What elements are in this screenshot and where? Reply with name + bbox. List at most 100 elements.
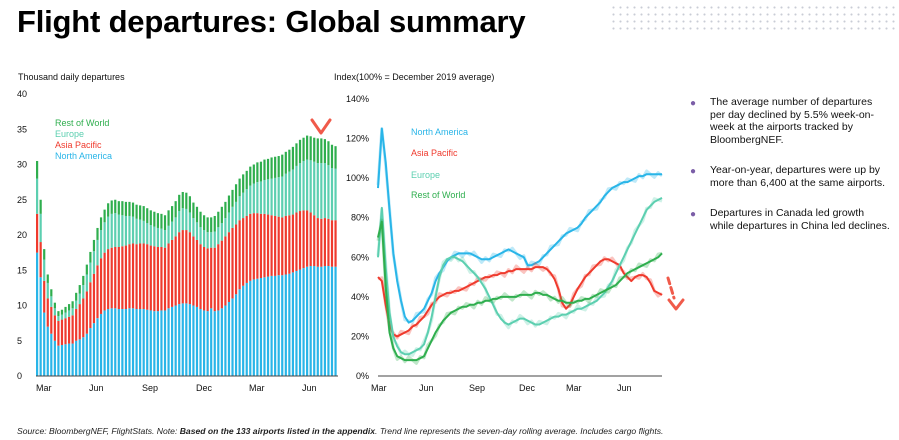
bar-segment bbox=[256, 278, 259, 376]
right-legend-entry: North America bbox=[411, 127, 468, 137]
bar-segment bbox=[242, 285, 245, 376]
bar-segment bbox=[163, 230, 167, 248]
bar-segment bbox=[124, 215, 128, 246]
bar-segment bbox=[135, 309, 138, 376]
key-points-list: ● The average number of departures per d… bbox=[690, 96, 890, 250]
bar-segment bbox=[334, 168, 337, 221]
key-point-text: Year-on-year, departures were up by more… bbox=[710, 164, 886, 189]
bar-segment bbox=[64, 306, 67, 313]
bar-segment bbox=[224, 305, 227, 376]
right-legend-entry: Asia Pacific bbox=[411, 148, 458, 158]
bar-segment bbox=[67, 310, 71, 317]
bar-segment bbox=[64, 312, 67, 319]
bar-segment bbox=[46, 282, 49, 299]
bar-segment bbox=[153, 211, 156, 227]
bar-segment bbox=[50, 296, 53, 307]
bar-segment bbox=[220, 308, 223, 376]
bar-segment bbox=[217, 211, 220, 228]
bar-segment bbox=[107, 249, 110, 310]
right-x-tick-label: Mar bbox=[371, 383, 387, 393]
bar-segment bbox=[284, 215, 287, 275]
bar-segment bbox=[135, 218, 138, 245]
bar-segment bbox=[316, 163, 319, 219]
bar-segment bbox=[213, 215, 216, 232]
bar-segment bbox=[96, 227, 99, 240]
bar-segment bbox=[153, 246, 156, 312]
bar-segment bbox=[202, 246, 206, 311]
bar-segment bbox=[96, 265, 99, 319]
bar-segment bbox=[46, 298, 49, 327]
left-y-tick-label: 5 bbox=[17, 336, 22, 346]
bar-segment bbox=[39, 199, 42, 214]
bar-segment bbox=[224, 201, 227, 219]
bar-segment bbox=[57, 321, 60, 346]
bar-segment bbox=[117, 246, 120, 310]
bar-segment bbox=[75, 292, 78, 301]
bar-segment bbox=[281, 154, 284, 177]
bar-segment bbox=[156, 227, 159, 247]
series-daily-band bbox=[376, 218, 663, 365]
bar-segment bbox=[238, 178, 241, 197]
bar-segment bbox=[114, 199, 117, 214]
bar-segment bbox=[266, 214, 270, 277]
bar-segment bbox=[36, 160, 39, 179]
bar-segment bbox=[185, 230, 188, 304]
bar-segment bbox=[121, 201, 124, 216]
bar-segment bbox=[238, 289, 241, 376]
bar-segment bbox=[188, 196, 191, 213]
bar-segment bbox=[234, 224, 238, 295]
series-line bbox=[377, 197, 663, 356]
bar-segment bbox=[117, 309, 120, 376]
left-x-tick-label: Sep bbox=[142, 383, 158, 393]
bar-segment bbox=[213, 231, 216, 248]
bar-segment bbox=[92, 251, 96, 274]
bar-segment bbox=[156, 311, 159, 376]
bar-segment bbox=[53, 340, 56, 376]
bar-segment bbox=[67, 304, 71, 311]
bar-segment bbox=[288, 273, 291, 376]
bar-segment bbox=[78, 304, 81, 340]
bar-segment bbox=[67, 316, 71, 344]
bar-segment bbox=[288, 215, 291, 274]
bar-segment bbox=[124, 245, 128, 310]
bar-segment bbox=[146, 223, 149, 245]
left-legend-entry: Asia Pacific bbox=[55, 140, 102, 150]
left-x-tick-label: Dec bbox=[196, 383, 213, 393]
bar-segment bbox=[245, 189, 248, 216]
bar-segment bbox=[128, 308, 131, 376]
left-y-tick-label: 30 bbox=[17, 160, 27, 170]
left-x-tick-label: Mar bbox=[36, 383, 52, 393]
bar-segment bbox=[323, 139, 326, 164]
right-x-tick-label: Jun bbox=[419, 383, 434, 393]
bar-segment bbox=[274, 156, 277, 178]
bar-segment bbox=[36, 213, 39, 253]
bar-segment bbox=[103, 310, 106, 376]
bar-segment bbox=[153, 226, 156, 247]
bar-segment bbox=[57, 345, 60, 376]
bar-segment bbox=[210, 232, 213, 248]
bar-segment bbox=[121, 309, 124, 376]
bar-segment bbox=[107, 203, 110, 217]
bar-segment bbox=[110, 308, 113, 376]
bar-segment bbox=[149, 225, 152, 246]
bar-segment bbox=[263, 277, 266, 376]
key-point: ● Year-on-year, departures were up by mo… bbox=[690, 164, 890, 189]
bar-segment bbox=[330, 168, 334, 221]
bar-segment bbox=[188, 304, 191, 376]
bar-segment bbox=[245, 170, 248, 190]
bar-segment bbox=[231, 189, 234, 207]
bar-segment bbox=[306, 210, 309, 267]
bar-segment bbox=[210, 217, 213, 233]
bar-segment bbox=[99, 313, 103, 376]
bar-segment bbox=[99, 258, 103, 314]
left-y-tick-label: 35 bbox=[17, 124, 27, 134]
bar-segment bbox=[220, 240, 223, 309]
bar-segment bbox=[323, 218, 326, 267]
bar-segment bbox=[160, 228, 163, 247]
bar-segment bbox=[156, 213, 159, 228]
bar-segment bbox=[53, 315, 56, 341]
bar-segment bbox=[227, 301, 231, 376]
bar-segment bbox=[124, 201, 128, 216]
bar-segment bbox=[266, 179, 270, 215]
bar-segment bbox=[295, 165, 298, 213]
